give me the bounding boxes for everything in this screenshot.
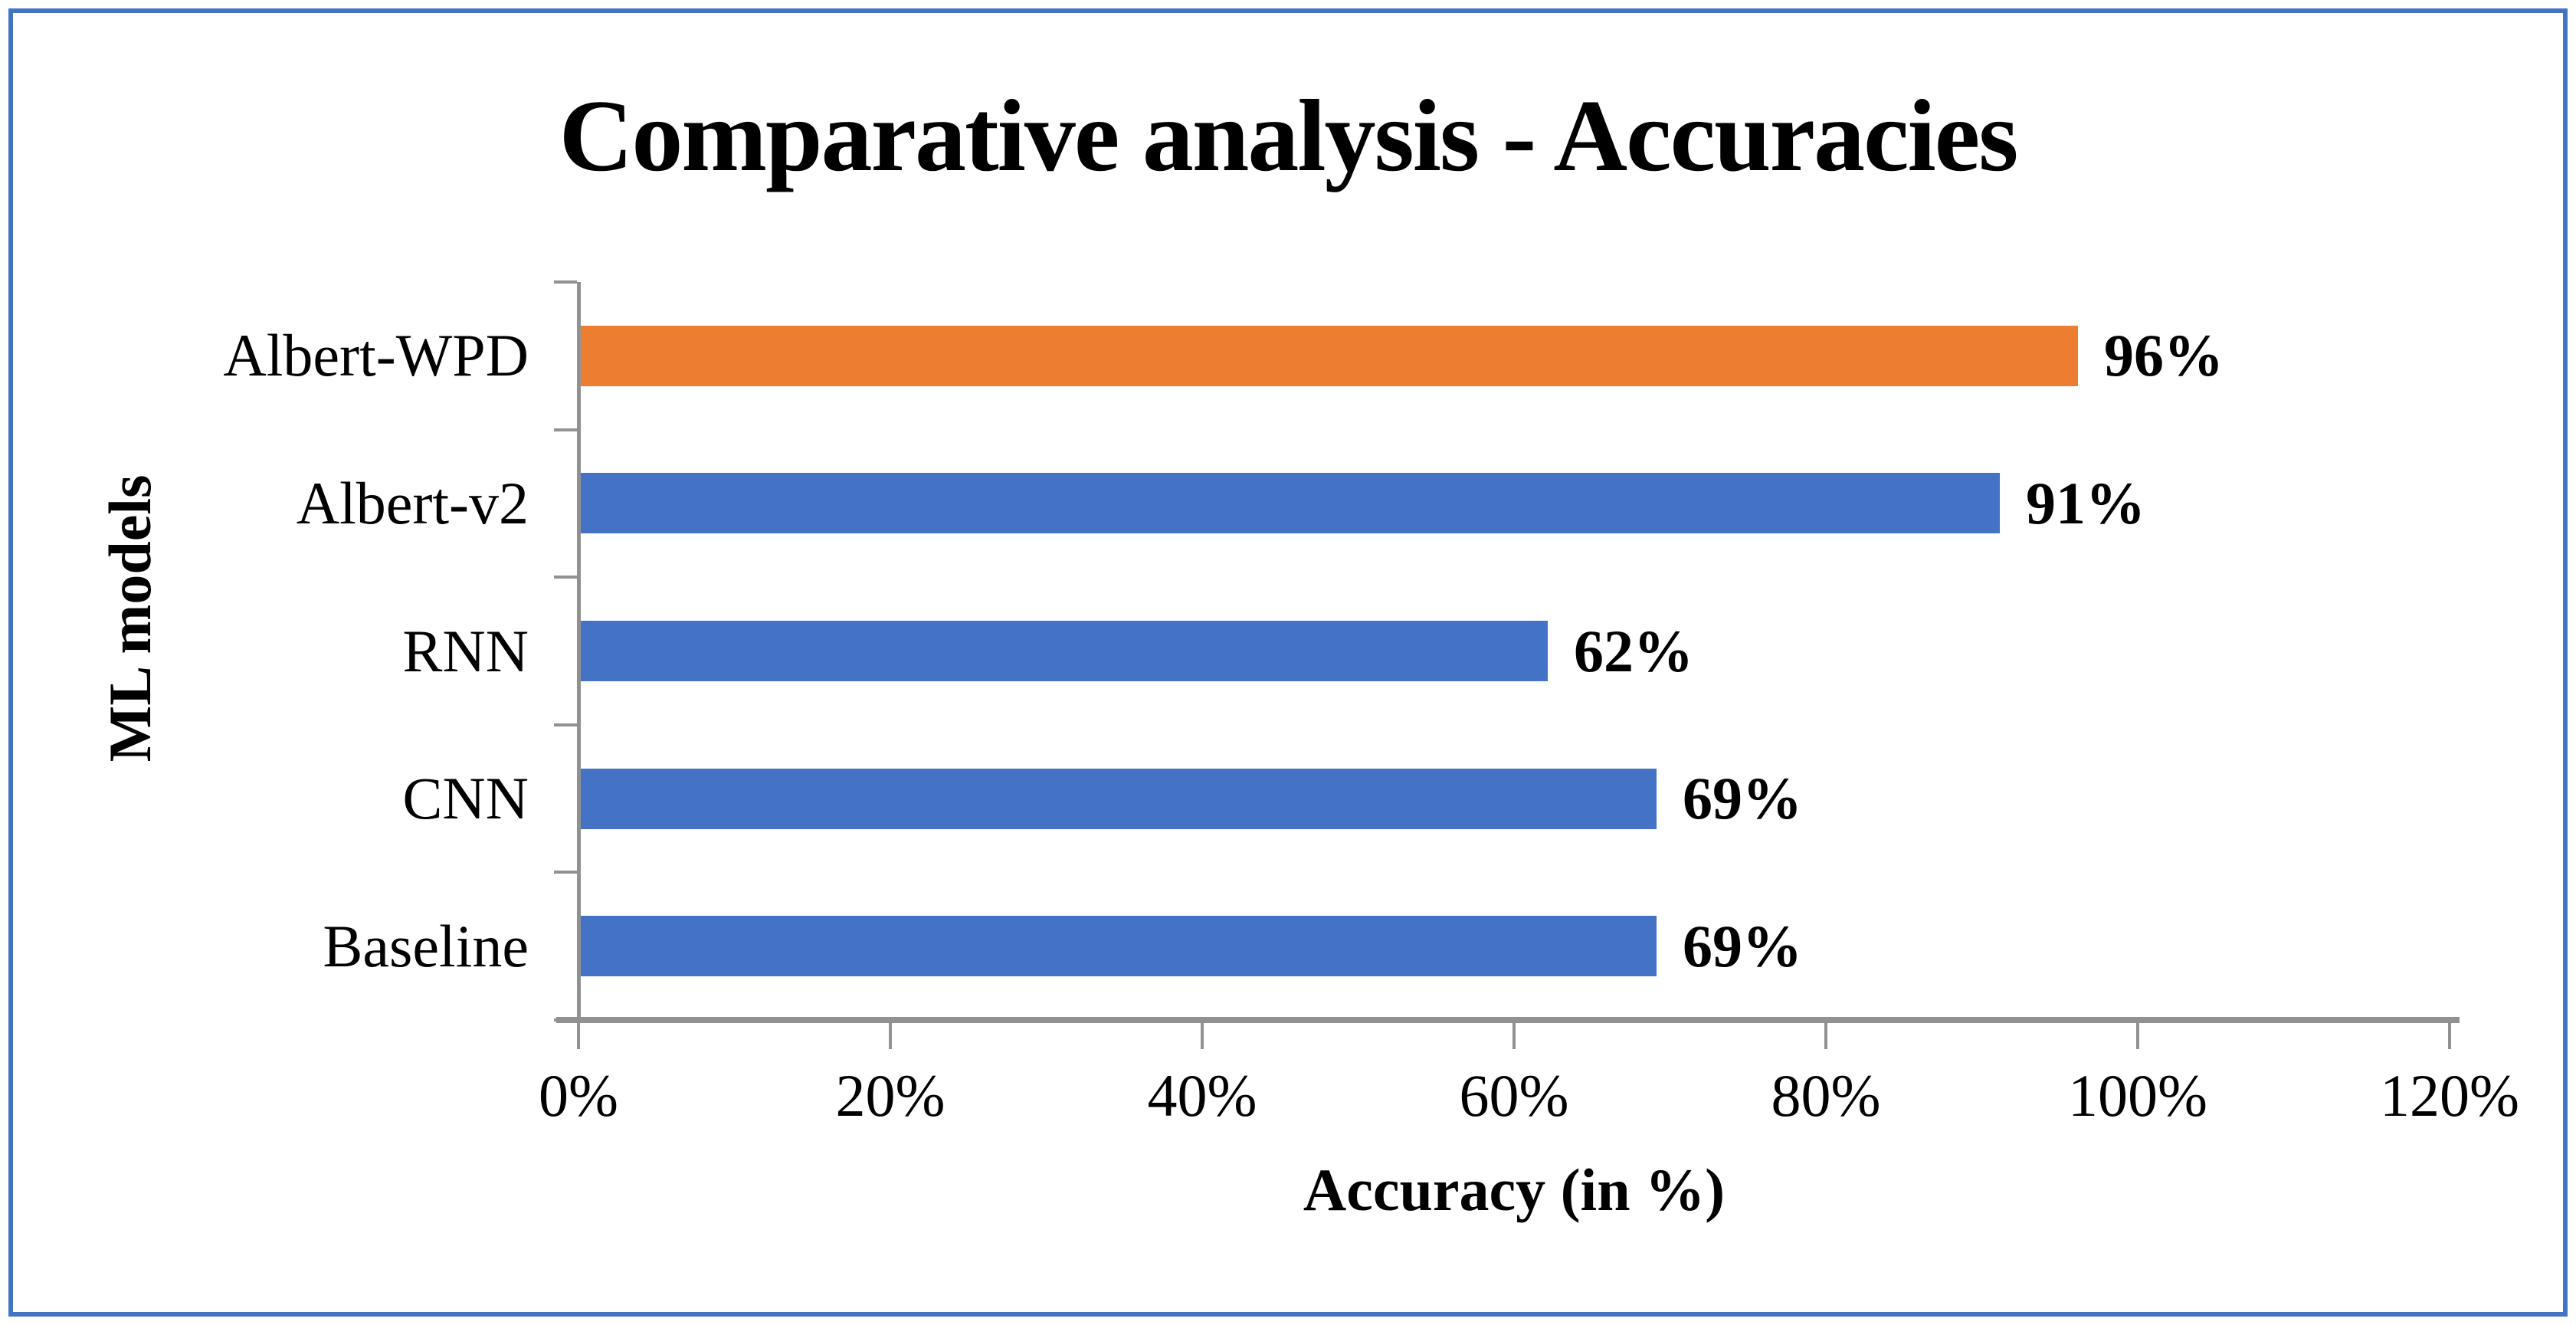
bar-rnn	[581, 621, 1548, 681]
value-axis-tick	[1824, 1023, 1827, 1049]
bar-albert-wpd	[581, 325, 2078, 386]
value-label-rnn: 62%	[1574, 617, 1693, 684]
category-axis-tick	[554, 576, 577, 579]
x-tick-label: 100%	[2068, 1062, 2207, 1129]
category-axis-tick	[554, 280, 577, 284]
x-tick-label: 40%	[1147, 1062, 1257, 1129]
value-axis-tick	[577, 1023, 580, 1049]
category-label-albert-wpd: Albert-WPD	[223, 322, 529, 389]
category-axis-tick	[554, 871, 577, 874]
category-label-baseline: Baseline	[323, 912, 529, 979]
x-tick-label: 80%	[1771, 1062, 1881, 1129]
category-label-rnn: RNN	[402, 617, 529, 684]
value-label-baseline: 69%	[1683, 912, 1802, 979]
chart-title: Comparative analysis - Accuracies	[559, 79, 2019, 192]
value-label-albert-wpd: 96%	[2104, 322, 2224, 389]
x-tick-label: 0%	[539, 1062, 618, 1129]
value-axis-line	[556, 1017, 2460, 1023]
value-label-cnn: 69%	[1683, 765, 1802, 832]
bar-cnn	[581, 768, 1657, 829]
value-axis-tick	[889, 1023, 892, 1049]
category-label-albert-v2: Albert-v2	[296, 469, 529, 536]
category-axis-tick	[554, 723, 577, 726]
bar-albert-v2	[581, 473, 2000, 534]
category-axis-tick	[554, 1018, 577, 1022]
value-axis-tick	[1512, 1023, 1516, 1049]
value-axis-tick	[1201, 1023, 1204, 1049]
category-axis-line	[577, 282, 581, 1020]
category-label-cnn: CNN	[402, 765, 529, 832]
category-axis-tick	[554, 428, 577, 431]
value-axis-tick	[2136, 1023, 2139, 1049]
bar-baseline	[581, 916, 1657, 977]
x-axis-title: Accuracy (in %)	[1303, 1156, 1726, 1223]
value-axis-tick	[2448, 1023, 2451, 1049]
x-tick-label: 20%	[835, 1062, 946, 1129]
x-tick-label: 60%	[1459, 1062, 1569, 1129]
x-tick-label: 120%	[2380, 1062, 2519, 1129]
value-label-albert-v2: 91%	[2026, 469, 2145, 536]
